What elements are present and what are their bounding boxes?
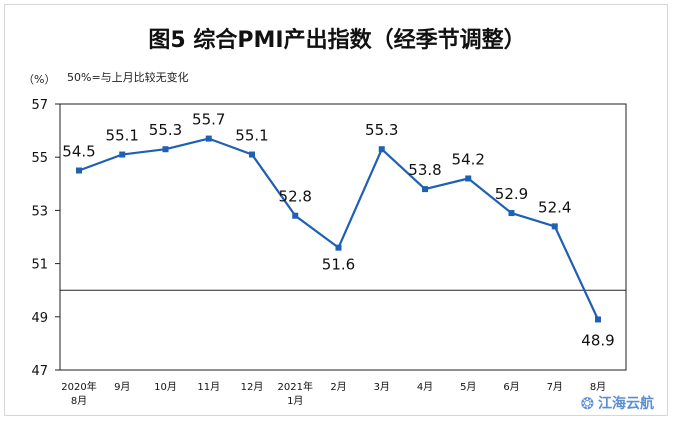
- y-tick-label: 51: [31, 258, 48, 273]
- y-tick-label: 53: [31, 204, 48, 219]
- y-tick-label: 55: [31, 151, 48, 166]
- data-label: 53.8: [408, 161, 441, 179]
- data-label: 55.1: [235, 127, 268, 145]
- x-tick-label: 2月: [330, 381, 346, 393]
- data-label: 54.2: [452, 150, 485, 168]
- data-label: 55.7: [192, 111, 225, 129]
- x-tick-label: 9月: [114, 381, 130, 393]
- data-label: 48.9: [581, 331, 614, 349]
- x-tick-label: 12月: [241, 381, 264, 393]
- data-point: [508, 210, 515, 217]
- data-point: [292, 212, 299, 219]
- data-point: [76, 167, 82, 174]
- data-point: [465, 175, 472, 182]
- x-tick-label: 6月: [503, 381, 519, 393]
- x-tick-label: 8月: [590, 381, 606, 393]
- data-label: 52.8: [279, 188, 312, 206]
- data-label: 52.9: [495, 185, 528, 203]
- x-tick-label: 7月: [547, 381, 563, 393]
- x-tick-label: 1月: [287, 395, 303, 407]
- plot-area: [59, 103, 627, 371]
- y-axis-unit-label: （%）: [23, 73, 56, 86]
- data-point: [595, 316, 601, 323]
- y-tick-label: 47: [31, 364, 48, 379]
- wechat-icon: ❂: [580, 393, 594, 413]
- x-tick-label: 8月: [71, 395, 87, 407]
- x-tick-label: 2021年: [278, 380, 313, 393]
- data-point: [422, 186, 428, 193]
- data-point: [551, 223, 558, 230]
- x-tick-label: 11月: [197, 381, 220, 393]
- data-point: [119, 151, 126, 158]
- series-line: [78, 137, 599, 320]
- data-point: [249, 151, 255, 158]
- data-point: [162, 146, 169, 153]
- y-tick-label: 57: [31, 98, 48, 113]
- data-label: 55.3: [365, 121, 398, 139]
- data-label: 54.5: [62, 143, 95, 161]
- data-point: [378, 146, 385, 153]
- x-tick-label: 10月: [154, 381, 177, 393]
- x-tick-label: 3月: [374, 381, 390, 393]
- data-label: 55.1: [106, 127, 139, 145]
- data-label: 51.6: [322, 256, 355, 274]
- baseline-note: 50%=与上月比较无变化: [67, 71, 189, 84]
- x-tick-label: 2020年: [61, 380, 96, 393]
- data-point: [335, 244, 342, 251]
- x-tick-label: 4月: [417, 381, 433, 393]
- chart-title: 图5 综合PMI产出指数（经季节调整）: [148, 28, 526, 53]
- data-label: 52.4: [538, 198, 571, 216]
- x-tick-label: 5月: [460, 381, 476, 393]
- data-point: [205, 135, 212, 142]
- chart-frame: [4, 4, 668, 416]
- watermark: ❂ 江海云航: [581, 393, 654, 413]
- data-label: 55.3: [149, 121, 182, 139]
- y-tick-label: 49: [31, 311, 48, 326]
- watermark-text: 江海云航: [598, 396, 654, 412]
